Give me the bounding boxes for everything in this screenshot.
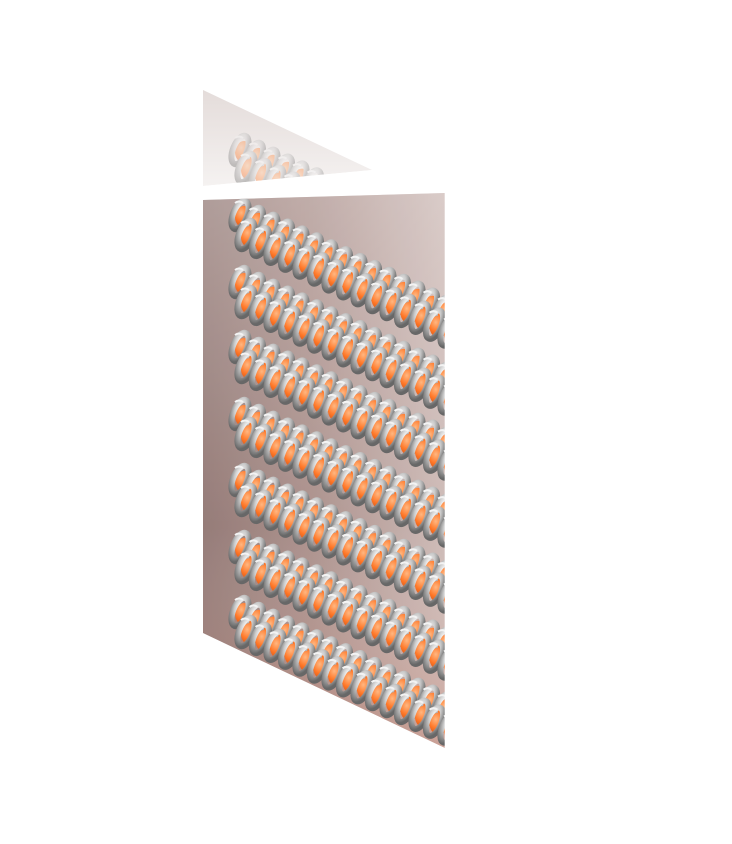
coil-row-2b <box>234 284 445 416</box>
glass-face <box>203 193 446 748</box>
coil-row-5b <box>234 482 445 614</box>
coil-rows <box>228 197 445 746</box>
top-shelf <box>203 90 445 200</box>
coil-row-3b <box>234 349 445 481</box>
coil-row-7b <box>234 614 445 746</box>
coil-row-1b <box>234 217 445 349</box>
coil-row-6b <box>234 549 445 681</box>
coil-row-4b <box>234 416 445 548</box>
